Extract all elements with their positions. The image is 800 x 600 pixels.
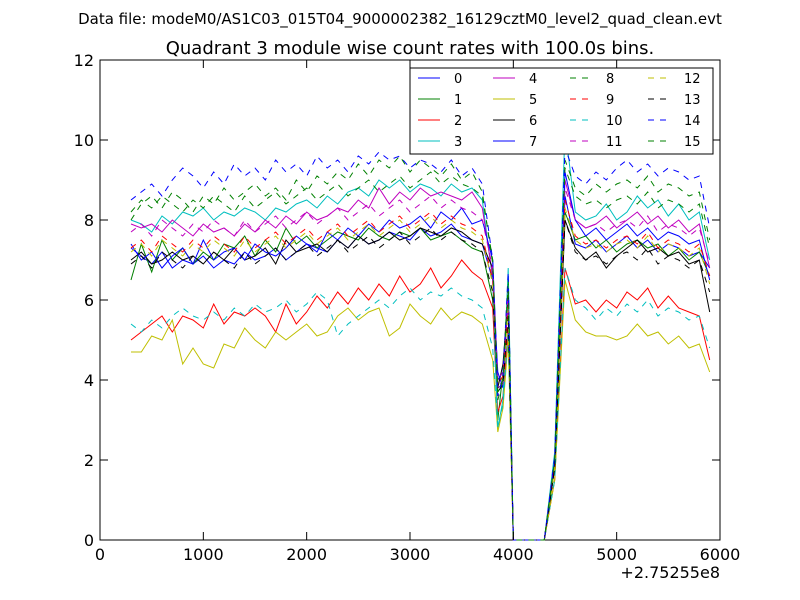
x-tick-label: 2000 (286, 545, 327, 564)
legend-label-5: 5 (529, 93, 537, 108)
legend-label-7: 7 (529, 135, 537, 150)
x-tick-label: 3000 (390, 545, 431, 564)
y-tick-label: 6 (84, 291, 94, 310)
legend-box (409, 67, 714, 155)
series-group (130, 127, 711, 541)
legend-label-15: 15 (684, 135, 701, 150)
x-tick-label: 5000 (596, 545, 637, 564)
legend-label-8: 8 (606, 72, 614, 87)
series-line-11 (130, 187, 711, 541)
series-line-1 (130, 211, 711, 541)
legend-label-12: 12 (684, 72, 701, 87)
x-tick-label: 0 (95, 545, 105, 564)
series-line-7 (130, 171, 711, 541)
series-line-12 (130, 207, 711, 541)
legend-label-0: 0 (454, 72, 462, 87)
legend-label-11: 11 (606, 135, 623, 150)
x-tick-label: 4000 (493, 545, 534, 564)
y-tick-label: 4 (84, 371, 94, 390)
y-tick-label: 10 (74, 131, 94, 150)
chart-title: Quadrant 3 module wise count rates with … (166, 38, 655, 59)
figure-suptitle: Data file: modeM0/AS1C03_015T04_90000023… (78, 10, 722, 29)
series-line-8 (130, 155, 711, 541)
legend-label-9: 9 (606, 93, 614, 108)
legend-label-13: 13 (684, 93, 701, 108)
series-line-5 (131, 279, 711, 541)
y-tick-label: 2 (84, 451, 94, 470)
legend-label-3: 3 (454, 135, 462, 150)
legend-label-1: 1 (454, 93, 462, 108)
legend-label-6: 6 (529, 114, 537, 129)
legend-label-4: 4 (529, 72, 537, 87)
series-line-2 (130, 259, 711, 541)
x-tick-label: 1000 (183, 545, 224, 564)
x-tick-label: 6000 (700, 545, 741, 564)
y-tick-label: 12 (74, 51, 94, 70)
legend-label-14: 14 (684, 114, 701, 129)
series-line-6 (130, 219, 711, 541)
legend-label-2: 2 (454, 114, 462, 129)
y-tick-label: 0 (84, 531, 94, 550)
series-line-3 (130, 127, 711, 541)
series-line-10 (130, 267, 711, 541)
series-line-4 (130, 179, 711, 541)
x-offset-label: +2.75255e8 (620, 563, 720, 582)
y-tick-label: 8 (84, 211, 94, 230)
legend-label-10: 10 (606, 114, 623, 129)
series-line-15 (130, 167, 711, 541)
